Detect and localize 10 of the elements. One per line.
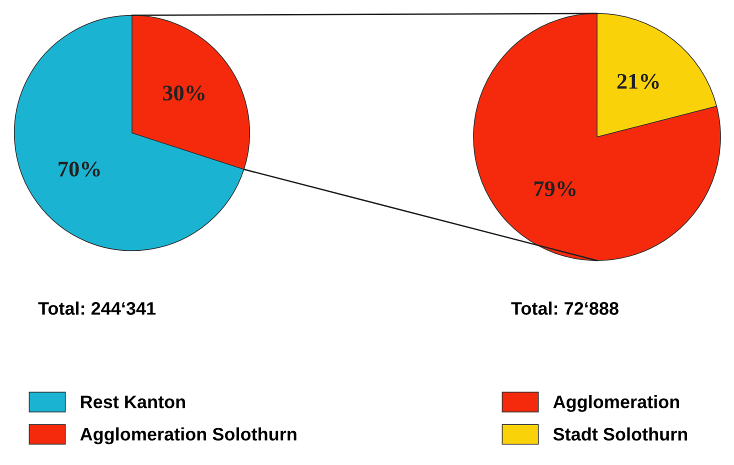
legend-label: Rest Kanton (80, 396, 185, 408)
legend-label: Stadt Solothurn (553, 427, 688, 441)
data-label: 21% (617, 74, 659, 89)
legend-label: Agglomeration (553, 395, 680, 412)
text: Total: 72‘888 (511, 302, 618, 315)
data-label: 30% (162, 86, 204, 101)
data-label: 79% (534, 181, 576, 196)
legend-label: Agglomeration Solothurn (80, 427, 296, 444)
text: Total: 244‘341 (38, 302, 156, 315)
data-label: 70% (58, 162, 100, 177)
